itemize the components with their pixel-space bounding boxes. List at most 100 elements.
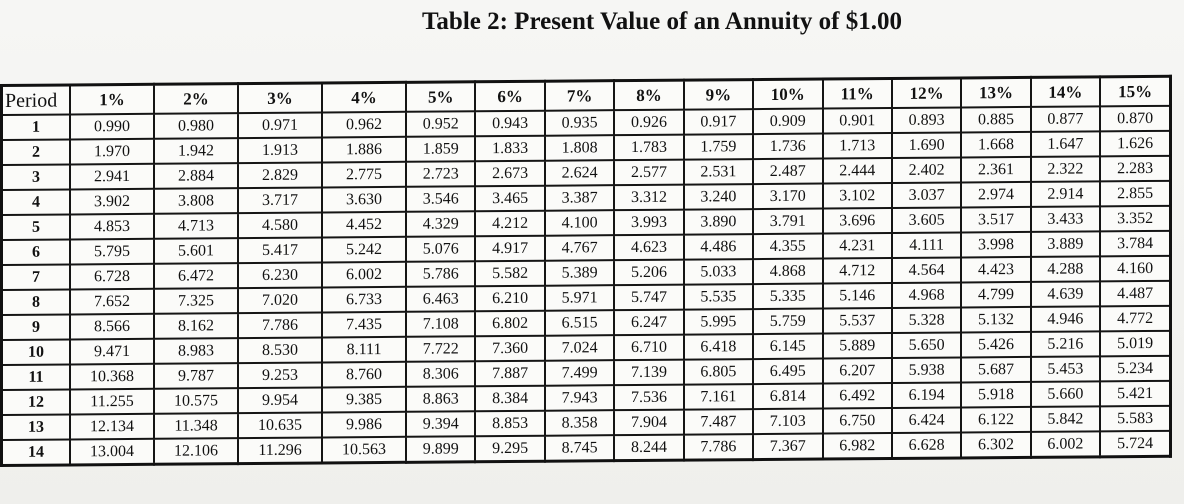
value-cell: 6.002 — [1030, 431, 1101, 458]
value-cell: 3.791 — [753, 208, 823, 235]
value-cell: 12.106 — [154, 438, 239, 465]
value-cell: 0.990 — [70, 113, 155, 140]
value-cell: 6.230 — [238, 262, 323, 289]
value-cell: 5.033 — [683, 259, 754, 285]
value-cell: 3.170 — [753, 183, 823, 210]
value-cell: 6.463 — [406, 286, 476, 312]
value-cell: 0.917 — [683, 109, 754, 135]
value-cell: 5.426 — [961, 331, 1031, 358]
value-cell: 4.231 — [822, 232, 892, 259]
value-cell: 4.712 — [822, 257, 892, 284]
value-cell: 4.767 — [544, 235, 615, 261]
value-cell: 4.452 — [322, 211, 407, 238]
value-cell: 7.904 — [614, 409, 684, 436]
value-cell: 5.971 — [544, 285, 615, 311]
value-cell: 2.402 — [891, 157, 962, 183]
value-cell: 5.660 — [1030, 381, 1101, 407]
value-cell: 6.492 — [822, 382, 892, 409]
value-cell: 3.890 — [683, 209, 754, 235]
value-cell: 3.546 — [406, 186, 476, 212]
value-cell: 6.495 — [753, 358, 823, 385]
rate-header: 13% — [961, 77, 1031, 108]
value-cell: 2.283 — [1100, 155, 1171, 182]
value-cell: 3.605 — [891, 207, 962, 233]
value-cell: 6.728 — [70, 263, 155, 290]
value-cell: 3.784 — [1100, 230, 1171, 257]
value-cell: 6.628 — [891, 432, 962, 459]
value-cell: 7.103 — [753, 408, 823, 435]
value-cell: 5.995 — [683, 309, 754, 335]
value-cell: 6.122 — [961, 406, 1031, 433]
value-cell: 6.733 — [322, 286, 407, 313]
value-cell: 4.772 — [1100, 305, 1171, 332]
value-cell: 8.760 — [322, 361, 407, 388]
value-cell: 4.799 — [961, 281, 1031, 308]
period-cell: 12 — [1, 389, 70, 415]
value-cell: 3.387 — [544, 185, 615, 211]
period-cell: 11 — [1, 364, 70, 390]
value-cell: 5.146 — [822, 282, 892, 309]
value-cell: 3.240 — [683, 184, 754, 210]
value-cell: 4.355 — [753, 233, 823, 260]
value-cell: 6.710 — [614, 334, 684, 361]
value-cell: 5.918 — [961, 381, 1031, 408]
value-cell: 4.623 — [614, 234, 684, 261]
value-cell: 9.787 — [154, 363, 239, 389]
value-cell: 2.487 — [753, 158, 823, 185]
value-cell: 7.024 — [544, 335, 615, 361]
value-cell: 6.982 — [822, 432, 892, 460]
value-cell: 0.971 — [238, 112, 323, 139]
value-cell: 8.863 — [406, 386, 476, 412]
value-cell: 3.696 — [822, 207, 892, 234]
value-cell: 10.368 — [70, 363, 155, 390]
value-cell: 8.244 — [614, 434, 684, 461]
value-cell: 6.515 — [544, 310, 615, 336]
value-cell: 0.877 — [1030, 106, 1101, 132]
value-cell: 5.759 — [753, 308, 823, 335]
value-cell: 5.889 — [822, 332, 892, 359]
value-cell: 0.952 — [406, 111, 476, 137]
value-cell: 5.335 — [753, 283, 823, 310]
value-cell: 7.367 — [753, 433, 823, 460]
value-cell: 4.212 — [475, 210, 545, 237]
value-cell: 6.418 — [683, 334, 754, 360]
value-cell: 4.111 — [891, 232, 962, 258]
value-cell: 5.786 — [406, 261, 476, 287]
value-cell: 0.980 — [154, 113, 239, 139]
value-cell: 2.974 — [961, 181, 1031, 208]
value-cell: 4.288 — [1030, 256, 1101, 282]
value-cell: 1.942 — [154, 138, 239, 164]
value-cell: 5.601 — [154, 238, 239, 264]
value-cell: 10.635 — [238, 412, 323, 439]
value-cell: 8.983 — [154, 338, 239, 364]
value-cell: 7.487 — [683, 409, 754, 435]
value-cell: 12.134 — [70, 413, 155, 440]
value-cell: 3.902 — [70, 188, 155, 215]
value-cell: 5.076 — [406, 236, 476, 262]
value-cell: 5.687 — [961, 356, 1031, 383]
rate-header: 11% — [822, 78, 892, 109]
value-cell: 7.020 — [238, 287, 323, 314]
value-cell: 5.535 — [683, 284, 754, 310]
value-cell: 9.385 — [322, 386, 407, 413]
value-cell: 4.853 — [70, 213, 155, 240]
value-cell: 7.887 — [475, 360, 545, 387]
value-cell: 8.111 — [322, 336, 407, 363]
period-cell: 7 — [1, 264, 70, 290]
value-cell: 6.247 — [614, 309, 684, 336]
value-cell: 0.893 — [891, 107, 962, 133]
value-cell: 4.564 — [891, 257, 962, 283]
value-cell: 3.037 — [891, 182, 962, 208]
value-cell: 3.433 — [1030, 206, 1101, 232]
value-cell: 8.162 — [154, 313, 239, 339]
value-cell: 7.435 — [322, 311, 407, 338]
value-cell: 0.870 — [1100, 105, 1171, 132]
value-cell: 5.724 — [1100, 430, 1171, 457]
value-cell: 0.926 — [614, 109, 684, 136]
value-cell: 0.901 — [822, 107, 892, 134]
value-cell: 9.986 — [322, 411, 407, 438]
value-cell: 5.417 — [238, 237, 323, 264]
value-cell: 0.909 — [753, 108, 823, 135]
value-cell: 9.253 — [238, 362, 323, 389]
